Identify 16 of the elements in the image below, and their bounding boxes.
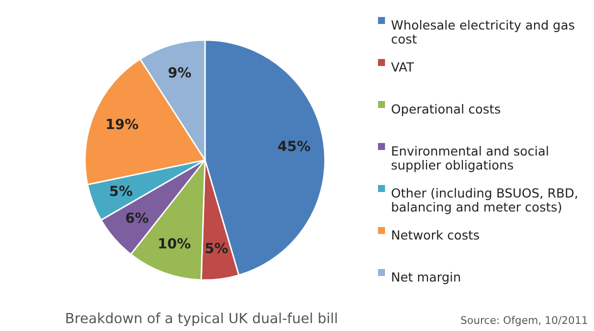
text: Breakdown of a typical UK dual-fuel bill [66,312,337,326]
source-note: Source: Ofgem, 10/2011 [461,316,588,326]
data-label: 5% [110,186,132,196]
data-label: 10% [159,238,190,249]
legend-label: Network costs [392,230,479,240]
legend-label: Wholesale electricity and gas cost [391,20,574,44]
data-label: 9% [168,67,191,78]
data-label: 19% [106,118,138,130]
legend-label: Net margin [392,272,460,284]
legend-label: Environmental and social supplier obligations [392,146,548,172]
data-label: 6% [126,212,148,223]
legend-label: Operational costs [392,104,500,116]
legend-label: VAT [391,62,414,72]
legend-label: Other (including BSUOS, RBD, balancing and meter costs) [392,188,578,214]
data-label: 45% [278,140,310,152]
data-label: 5% [206,242,228,254]
